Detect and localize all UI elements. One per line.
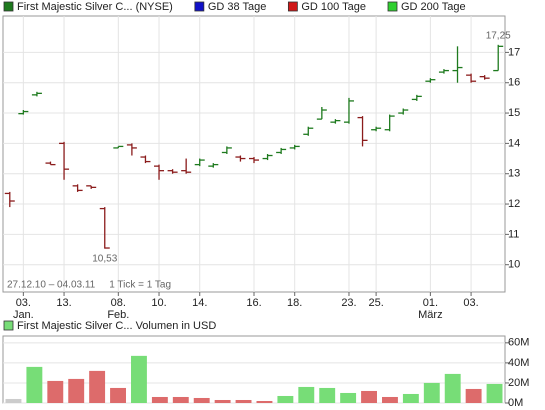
plot-frame [2, 335, 506, 404]
legend-swatch [387, 1, 398, 12]
x-month-label: Feb. [107, 309, 129, 321]
volume-bar [5, 398, 22, 403]
x-tick-label: 13. [56, 297, 71, 309]
volume-bar [382, 396, 398, 403]
volume-bar [277, 395, 294, 403]
legend-label: First Majestic Silver C... Volumen in US… [17, 320, 216, 332]
legend-swatch [3, 320, 14, 331]
volume-bar [423, 382, 440, 403]
volume-bar [486, 383, 503, 403]
volume-bar [193, 397, 210, 403]
legend-swatch [3, 1, 14, 12]
legend-label: GD 200 Tage [401, 1, 466, 13]
x-month-label: Jan. [13, 309, 34, 321]
volume-bar [68, 378, 85, 403]
y-tick-label: 15 [508, 107, 520, 119]
x-tick-label: 03. [463, 297, 478, 309]
annotation: 1 Tick = 1 Tag [109, 280, 171, 291]
x-tick-label: 25. [368, 297, 383, 309]
volume-bar [298, 386, 315, 403]
volume-bar [402, 393, 419, 403]
y-tick-label: 14 [508, 137, 520, 149]
x-tick-label: 01. [423, 297, 438, 309]
legend-swatch [287, 1, 298, 12]
volume-bar [214, 399, 231, 403]
volume-bar [110, 387, 126, 403]
x-month-label: März [418, 309, 442, 321]
x-tick-label: 10. [151, 297, 166, 309]
annotation: 27.12.10 – 04.03.11 [7, 280, 96, 291]
volume-bar [444, 373, 461, 403]
x-tick-label: 16. [246, 297, 261, 309]
x-tick-label: 14. [192, 297, 207, 309]
y-tick-label: 0M [508, 397, 523, 409]
legend-label: GD 38 Tage [208, 1, 267, 13]
y-tick-label: 13 [508, 168, 520, 180]
y-tick-label: 60M [508, 337, 529, 349]
low-label: 10,53 [92, 253, 117, 264]
legend-label: GD 100 Tage [301, 1, 366, 13]
y-tick-label: 12 [508, 198, 520, 210]
volume-bar [340, 392, 357, 403]
volume-bar [235, 399, 252, 403]
y-tick-label: 10 [508, 259, 520, 271]
volume-bar [256, 400, 273, 403]
y-tick-label: 11 [508, 228, 519, 240]
y-tick-label: 40M [508, 357, 529, 369]
volume-bar [151, 396, 168, 403]
high-label: 17,25 [486, 30, 511, 41]
volume-bar [47, 380, 64, 403]
y-tick-label: 17 [508, 46, 520, 58]
legend-label: First Majestic Silver C... (NYSE) [17, 1, 173, 13]
volume-bar [361, 390, 377, 403]
volume-bar [172, 396, 189, 403]
x-tick-label: 23. [341, 297, 356, 309]
volume-bar [89, 370, 106, 403]
volume-bar [26, 366, 43, 403]
volume-bar [465, 388, 482, 403]
x-tick-label: 03. [16, 297, 31, 309]
volume-bar [131, 355, 147, 403]
y-tick-label: 20M [508, 377, 529, 389]
volume-bar [319, 387, 336, 403]
legend-swatch [194, 1, 205, 12]
y-tick-label: 16 [508, 77, 520, 89]
x-tick-label: 08. [111, 297, 126, 309]
x-tick-label: 18. [287, 297, 302, 309]
